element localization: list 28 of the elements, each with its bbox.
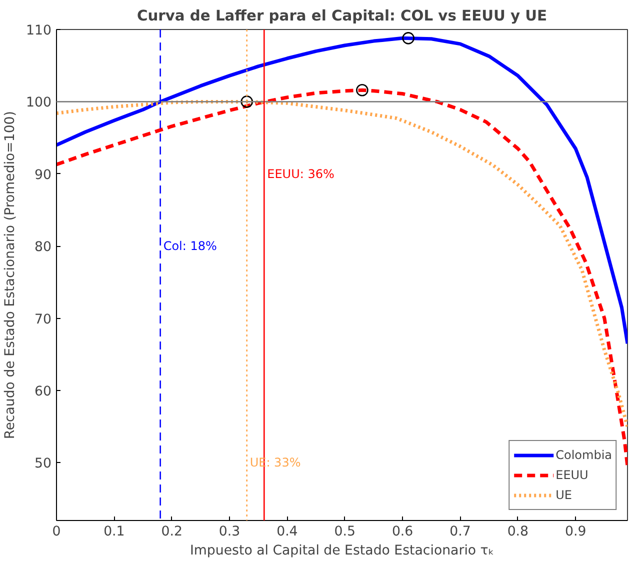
- x-tick-label: 0.3: [218, 524, 240, 540]
- x-tick-label: 0.4: [276, 524, 298, 540]
- point: [402, 32, 414, 44]
- y-tick-label: 70: [34, 312, 52, 328]
- chart-title: Curva de Laffer para el Capital: COL vs EEUU y UE: [136, 8, 548, 24]
- x-tick-label: 0.5: [334, 524, 356, 540]
- annotation: Col: 18%: [163, 239, 217, 254]
- y-tick-label: 110: [26, 24, 52, 38]
- point: [240, 96, 253, 108]
- x-tick-label: 0: [52, 524, 61, 540]
- y-tick-label: 60: [34, 384, 52, 400]
- annotation: EEUU: 36%: [267, 166, 334, 181]
- x-tick-label: 0.1: [104, 524, 125, 540]
- y-tick-label: 50: [34, 456, 52, 472]
- legend-label: EEUU: [556, 468, 588, 482]
- x-axis-title: Impuesto al Capital de Estado Estacionario τₖ: [190, 544, 494, 558]
- x-tick-label: 0.6: [392, 524, 414, 540]
- legend-label: Colombia: [556, 448, 612, 462]
- y-tick-label: 100: [26, 96, 52, 111]
- x-tick-label: 0.7: [450, 524, 471, 540]
- y-tick-label: 80: [34, 240, 52, 256]
- x-tick-label: 0.2: [161, 524, 182, 540]
- y-axis-title: Recaudo de Estado Estacionario (Promedio=100): [3, 111, 18, 439]
- legend-label: UE: [556, 488, 573, 502]
- point: [356, 84, 368, 96]
- y-tick-label: 90: [34, 168, 52, 183]
- x-tick-label: 0.9: [564, 524, 586, 540]
- x-tick-label: 0.8: [507, 524, 529, 540]
